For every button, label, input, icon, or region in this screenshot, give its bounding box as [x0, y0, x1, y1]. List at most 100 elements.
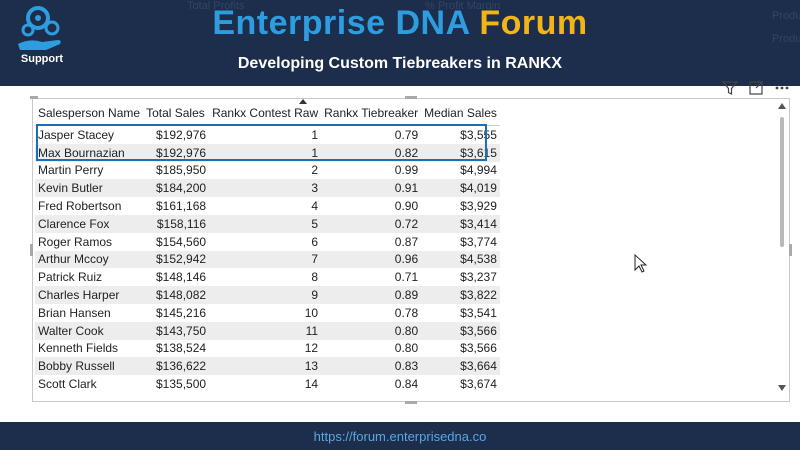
table-cell: 0.80	[394, 341, 419, 356]
table-cell: 0.78	[394, 305, 419, 320]
table-cell: 4	[311, 199, 319, 214]
table-cell: 0.89	[321, 286, 422, 304]
table-cell: $145,216	[156, 305, 207, 320]
table-cell: $148,146	[156, 270, 207, 285]
filter-icon[interactable]	[720, 78, 740, 98]
table-cell: 0.90	[394, 199, 419, 214]
table-row[interactable]: Roger Ramos $154,560 6 0.87 $3,774	[35, 233, 500, 251]
table-cell: $136,622	[143, 357, 210, 376]
title-enterprise-dna: Enterprise DNA	[212, 4, 470, 42]
table-cell: 14	[304, 377, 319, 392]
table-cell: $143,750	[143, 321, 210, 340]
table-cell: 0.71	[394, 270, 419, 285]
table-visual[interactable]: Salesperson Name Total Sales Rankx Conte…	[30, 96, 792, 404]
table-cell: Patrick Ruiz	[38, 270, 103, 285]
table-cell: $3,237	[460, 270, 497, 285]
support-label: Support	[20, 53, 64, 65]
bg-label-total-profits: Total Profits	[187, 0, 245, 12]
more-options-icon[interactable]	[772, 78, 792, 98]
table-cell: Arthur Mccoy	[35, 250, 144, 269]
table-cell: 1	[311, 127, 319, 142]
table-row[interactable]: Martin Perry $185,950 2 0.99 $4,994	[35, 162, 500, 180]
table-cell: Bobby Russell	[35, 357, 144, 376]
table-cell: 3	[209, 179, 322, 198]
table-cell: 0.79	[394, 127, 419, 142]
table-cell: Jasper Stacey	[38, 127, 115, 142]
table-cell: $4,538	[421, 250, 500, 269]
sort-ascending-icon[interactable]	[299, 99, 307, 104]
table-cell: $3,929	[460, 199, 497, 214]
column-header-total-sales[interactable]: Total Sales	[143, 101, 210, 126]
focus-mode-icon[interactable]	[746, 78, 766, 98]
table-cell: $3,774	[460, 234, 497, 249]
column-header-salesperson[interactable]: Salesperson Name	[35, 101, 144, 126]
table-cell: 5	[209, 214, 322, 233]
table-cell: 11	[209, 321, 322, 340]
banner: Total Profits % Profit Margin Produ Prod…	[0, 0, 800, 86]
mouse-cursor-icon	[634, 254, 648, 273]
page-title: Enterprise DNA Forum	[0, 4, 800, 43]
table-cell: $3,541	[460, 305, 497, 320]
table-row[interactable]: Brian Hansen $145,216 10 0.78 $3,541	[35, 304, 500, 322]
title-forum: Forum	[479, 4, 588, 42]
table-cell: $154,560	[156, 234, 207, 249]
table-cell: $148,082	[143, 286, 210, 304]
table-row[interactable]: Walter Cook $143,750 11 0.80 $3,566	[35, 321, 500, 340]
scroll-thumb[interactable]	[780, 117, 784, 247]
table-cell: 7	[209, 250, 322, 269]
table-row[interactable]: Patrick Ruiz $148,146 8 0.71 $3,237	[35, 268, 500, 286]
table-cell: 0.72	[321, 214, 422, 233]
resize-handle-left[interactable]	[30, 244, 33, 256]
support-logo[interactable]: Support	[6, 4, 72, 68]
table-body: Jasper Stacey $192,976 1 0.79 $3,555 Max Bour…	[35, 126, 500, 393]
resize-handle-top[interactable]	[405, 96, 417, 99]
table-row[interactable]: Arthur Mccoy $152,942 7 0.96 $4,538	[35, 250, 500, 269]
table-cell: 0.99	[394, 163, 419, 178]
table-cell: $138,524	[156, 341, 207, 356]
table-row[interactable]: Kevin Butler $184,200 3 0.91 $4,019	[35, 179, 500, 198]
scroll-up-icon[interactable]	[778, 103, 786, 109]
table-cell: 0.80	[321, 321, 422, 340]
table-cell: $192,976	[143, 143, 210, 162]
table-row[interactable]: Scott Clark $135,500 14 0.84 $3,674	[35, 375, 500, 393]
table-cell: 2	[311, 163, 319, 178]
table-cell: Roger Ramos	[38, 234, 113, 249]
table-cell: Max Bournazian	[35, 143, 144, 162]
table-cell: 0.83	[321, 357, 422, 376]
column-header-median-sales[interactable]: Median Sales	[421, 101, 500, 126]
table-row[interactable]: Kenneth Fields $138,524 12 0.80 $3,566	[35, 340, 500, 358]
table-cell: Charles Harper	[35, 286, 144, 304]
column-header-rankx-tiebreaker[interactable]: Rankx Tiebreaker	[321, 101, 422, 126]
table-row[interactable]: Bobby Russell $136,622 13 0.83 $3,664	[35, 357, 500, 376]
support-gears-icon	[18, 6, 61, 50]
table-cell: $3,674	[460, 377, 497, 392]
table-cell: 1	[209, 143, 322, 162]
scroll-down-icon[interactable]	[778, 385, 786, 391]
vertical-scrollbar[interactable]	[777, 103, 787, 391]
table-cell: 13	[209, 357, 322, 376]
table-cell: $3,664	[421, 357, 500, 376]
table-cell: 12	[304, 341, 319, 356]
bg-label-profit-margin: % Profit Margin	[425, 0, 501, 12]
resize-handle-bottom[interactable]	[405, 401, 417, 404]
table-cell: $3,555	[460, 127, 497, 142]
table-row[interactable]: Fred Robertson $161,168 4 0.90 $3,929	[35, 197, 500, 215]
table-cell: $4,019	[421, 179, 500, 198]
bg-label-produ-1: Produ	[772, 10, 800, 22]
table-row[interactable]: Clarence Fox $158,116 5 0.72 $3,414	[35, 214, 500, 233]
visual-header-toolbar	[720, 78, 792, 98]
table-cell: 0.91	[321, 179, 422, 198]
footer: https://forum.enterprisedna.co	[0, 422, 800, 450]
sales-table: Salesperson Name Total Sales Rankx Conte…	[35, 101, 500, 393]
table-cell: $4,994	[460, 163, 497, 178]
table-row[interactable]: Max Bournazian $192,976 1 0.82 $3,615	[35, 143, 500, 162]
table-row[interactable]: Charles Harper $148,082 9 0.89 $3,822	[35, 286, 500, 304]
resize-handle-top-left[interactable]	[30, 96, 38, 99]
table-cell: Martin Perry	[38, 163, 104, 178]
table-row[interactable]: Jasper Stacey $192,976 1 0.79 $3,555	[35, 126, 500, 144]
forum-url-link[interactable]: https://forum.enterprisedna.co	[313, 429, 487, 444]
column-header-rankx-contest-raw[interactable]: Rankx Contest Raw	[209, 101, 322, 126]
resize-handle-right[interactable]	[789, 244, 792, 256]
table-cell: $135,500	[156, 377, 207, 392]
table-cell: Walter Cook	[35, 321, 144, 340]
